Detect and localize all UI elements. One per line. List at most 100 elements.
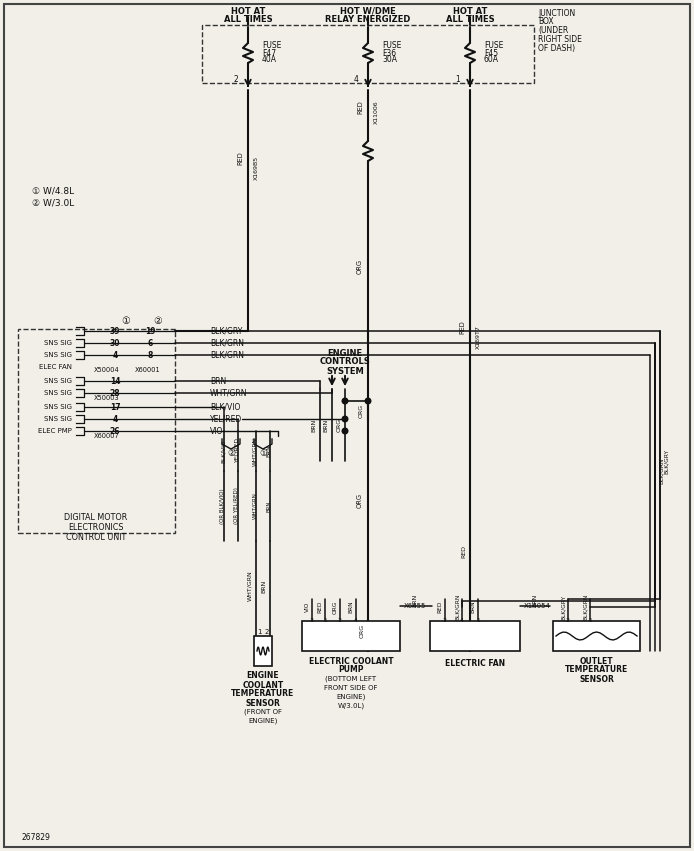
Text: ENGINE): ENGINE) [248,717,278,724]
Text: RIGHT SIDE: RIGHT SIDE [538,36,582,44]
Text: RED: RED [237,151,243,165]
Text: BLK/GRY: BLK/GRY [210,327,242,335]
Text: X60001: X60001 [135,367,161,373]
Text: CONTROLS: CONTROLS [320,357,371,367]
Text: YEL/RED: YEL/RED [235,438,239,464]
Text: 3: 3 [310,618,314,622]
Text: 4: 4 [460,618,464,622]
Text: HOT AT: HOT AT [452,7,487,15]
Text: BRN: BRN [312,419,316,431]
Circle shape [365,398,371,404]
Text: BLK/GRN: BLK/GRN [210,339,244,347]
Text: 39: 39 [110,327,120,335]
Text: ELECTRONICS: ELECTRONICS [68,523,124,533]
Text: ELEC PMP: ELEC PMP [38,428,72,434]
Text: VIO: VIO [210,426,223,436]
Text: (FRONT OF: (FRONT OF [244,709,282,715]
Bar [18,329,175,533]
Text: 4: 4 [112,414,117,424]
Text: BLK/GRY: BLK/GRY [561,595,566,620]
Text: HOT W/DME: HOT W/DME [340,7,396,15]
Text: 1: 1 [476,618,480,622]
Text: ENGINE): ENGINE) [337,694,366,700]
Bar [553,621,640,651]
Text: X60007: X60007 [94,433,120,439]
Text: BRN: BRN [412,593,418,607]
Text: OF DASH): OF DASH) [538,44,575,54]
Text: X11006: X11006 [373,100,378,123]
Text: ②: ② [227,449,235,459]
Text: SNS SIG: SNS SIG [44,352,72,358]
Text: ② W/3.0L: ② W/3.0L [32,198,74,208]
Text: BLK/VIO: BLK/VIO [210,403,240,412]
Text: SENSOR: SENSOR [246,699,280,707]
Text: DIGITAL MOTOR: DIGITAL MOTOR [65,513,128,523]
Text: 14: 14 [110,376,120,386]
Text: 1: 1 [257,629,261,635]
Text: X169B5: X169B5 [253,156,258,180]
Text: 28: 28 [110,389,120,397]
Text: BLK/GRY: BLK/GRY [663,448,668,473]
Text: BRN: BRN [323,419,328,431]
Text: WHT/GRN: WHT/GRN [210,389,248,397]
Text: FRONT SIDE OF: FRONT SIDE OF [324,685,378,691]
Text: BLK/VIO: BLK/VIO [221,439,226,463]
Text: OUTLET: OUTLET [579,656,613,665]
Text: BOX: BOX [538,18,554,26]
Text: RED: RED [462,545,466,557]
Circle shape [342,416,348,422]
Text: ①: ① [259,449,267,459]
Circle shape [342,398,348,404]
Text: F45: F45 [484,49,498,58]
Text: BRN: BRN [532,593,537,607]
Text: X14054: X14054 [524,603,551,609]
Text: ORG: ORG [357,259,363,273]
Text: ②: ② [153,316,162,326]
Text: RED: RED [437,601,443,614]
Text: (OR BLK/VIO): (OR BLK/VIO) [221,488,226,524]
Bar [302,621,400,651]
Text: 1: 1 [588,618,592,622]
Text: F47: F47 [262,49,276,58]
Text: SNS SIG: SNS SIG [44,416,72,422]
Text: 60A: 60A [484,55,499,65]
Text: TEMPERATURE: TEMPERATURE [565,665,628,675]
Text: BRN: BRN [210,376,226,386]
Bar [202,25,534,83]
Text: ELECTRIC FAN: ELECTRIC FAN [445,659,505,667]
Text: 6: 6 [147,339,153,347]
Text: SNS SIG: SNS SIG [44,340,72,346]
Text: FUSE: FUSE [382,42,401,50]
Text: 30A: 30A [382,55,397,65]
Text: 30: 30 [110,339,120,347]
Text: WHT/GRN: WHT/GRN [253,493,257,519]
Text: ORG: ORG [359,624,364,638]
Text: ALL TIMES: ALL TIMES [223,14,272,24]
Text: 17: 17 [110,403,120,412]
Text: 8: 8 [147,351,153,359]
Text: X6455: X6455 [404,603,426,609]
Text: TEMPERATURE: TEMPERATURE [231,689,295,699]
Text: SNS SIG: SNS SIG [44,390,72,396]
Text: VIO: VIO [305,602,310,612]
Text: ORG: ORG [359,404,364,418]
Text: WHT/GRN: WHT/GRN [248,571,253,602]
Text: F36: F36 [382,49,396,58]
Text: X50003: X50003 [94,395,120,401]
Text: SENSOR: SENSOR [579,675,614,683]
Text: BRN: BRN [471,601,475,614]
Text: 2: 2 [566,618,570,622]
Bar [430,621,520,651]
Text: RED: RED [357,100,363,114]
Text: SNS SIG: SNS SIG [44,378,72,384]
Text: CONTROL UNIT: CONTROL UNIT [66,534,126,542]
Text: 19: 19 [145,327,155,335]
Text: 40A: 40A [262,55,277,65]
Text: PUMP: PUMP [338,665,364,675]
Text: BLK/GRN: BLK/GRN [659,458,663,484]
Text: FUSE: FUSE [484,42,503,50]
Text: 1: 1 [323,618,327,622]
Text: ENGINE: ENGINE [328,349,362,357]
Text: ① W/4.8L: ① W/4.8L [32,186,74,196]
Text: HOT AT: HOT AT [231,7,265,15]
